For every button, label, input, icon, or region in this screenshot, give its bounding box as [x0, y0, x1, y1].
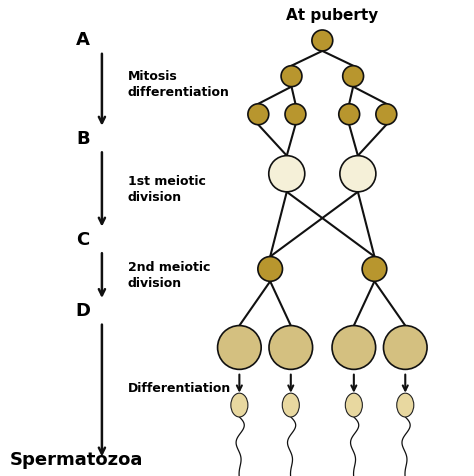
Circle shape [281, 66, 302, 87]
Text: B: B [76, 130, 90, 148]
Text: A: A [76, 31, 90, 50]
Text: 2nd meiotic
division: 2nd meiotic division [128, 261, 210, 290]
Text: Spermatozoa: Spermatozoa [9, 451, 143, 469]
Text: C: C [76, 231, 90, 249]
Circle shape [376, 104, 397, 125]
Circle shape [340, 156, 376, 192]
Circle shape [362, 257, 387, 281]
Ellipse shape [283, 393, 300, 417]
Ellipse shape [397, 393, 414, 417]
Circle shape [312, 30, 333, 51]
Text: D: D [75, 302, 91, 320]
Circle shape [285, 104, 306, 125]
Text: At puberty: At puberty [286, 8, 378, 23]
Ellipse shape [345, 393, 362, 417]
Ellipse shape [231, 393, 248, 417]
Circle shape [269, 326, 313, 369]
Circle shape [269, 156, 305, 192]
Text: 1st meiotic
division: 1st meiotic division [128, 175, 206, 204]
Circle shape [339, 104, 360, 125]
Text: Mitosis
differentiation: Mitosis differentiation [128, 70, 230, 99]
Circle shape [332, 326, 375, 369]
Circle shape [343, 66, 364, 87]
Text: Differentiation: Differentiation [128, 382, 231, 396]
Circle shape [383, 326, 427, 369]
Circle shape [218, 326, 261, 369]
Circle shape [248, 104, 269, 125]
Circle shape [258, 257, 283, 281]
